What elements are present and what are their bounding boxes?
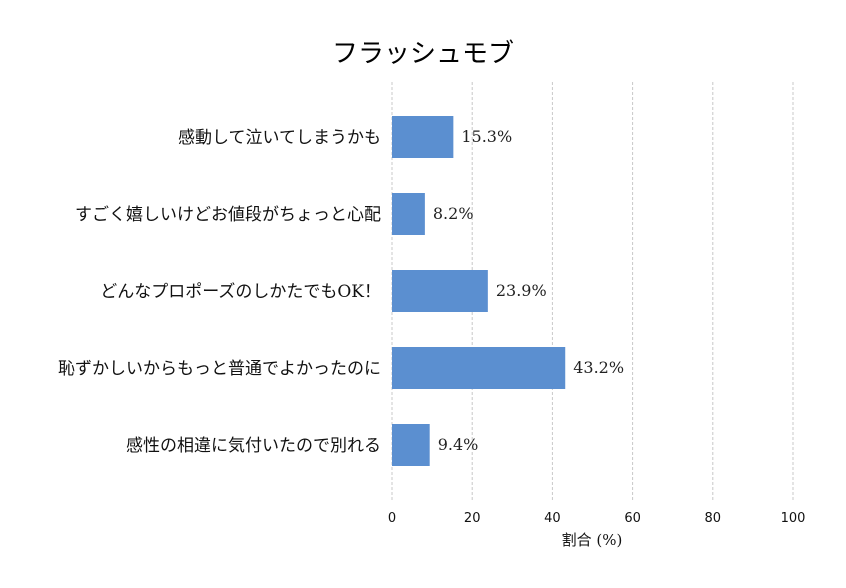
bar (392, 116, 454, 158)
value-label: 9.4% (438, 435, 479, 454)
value-label: 23.9% (496, 281, 547, 300)
category-label: 感動して泣いてしまうかも (178, 128, 381, 148)
x-tick-label: 0 (388, 511, 396, 526)
x-tick-label: 80 (705, 511, 722, 526)
value-label: 8.2% (433, 204, 474, 223)
x-tick-label: 60 (624, 511, 641, 526)
value-label: 43.2% (573, 358, 624, 377)
x-tick-label: 20 (464, 511, 481, 526)
bar (392, 347, 566, 389)
category-label: 恥ずかしいからもっと普通でよかったのに (58, 359, 381, 379)
bar (392, 424, 430, 466)
bar (392, 270, 488, 312)
category-labels: 感動して泣いてしまうかもすごく嬉しいけどお値段がちょっと心配どんなプロポーズのし… (58, 128, 381, 456)
value-label: 15.3% (461, 127, 512, 146)
category-label: 感性の相違に気付いたので別れる (126, 436, 381, 456)
value-labels: 15.3% 8.2% 23.9% 43.2% 9.4% (433, 127, 624, 454)
x-tick-label: 40 (544, 511, 561, 526)
bars (392, 116, 566, 466)
category-label: すごく嬉しいけどお値段がちょっと心配 (75, 205, 381, 225)
category-label: どんなプロポーズのしかたでもOK！ (100, 282, 381, 302)
x-axis-label: 割合 (%) (562, 531, 623, 549)
x-tick-label: 100 (781, 511, 806, 526)
chart-title: フラッシュモブ (332, 39, 514, 69)
x-axis-ticks: 0 20 40 60 80 100 (388, 511, 806, 526)
bar (392, 193, 425, 235)
